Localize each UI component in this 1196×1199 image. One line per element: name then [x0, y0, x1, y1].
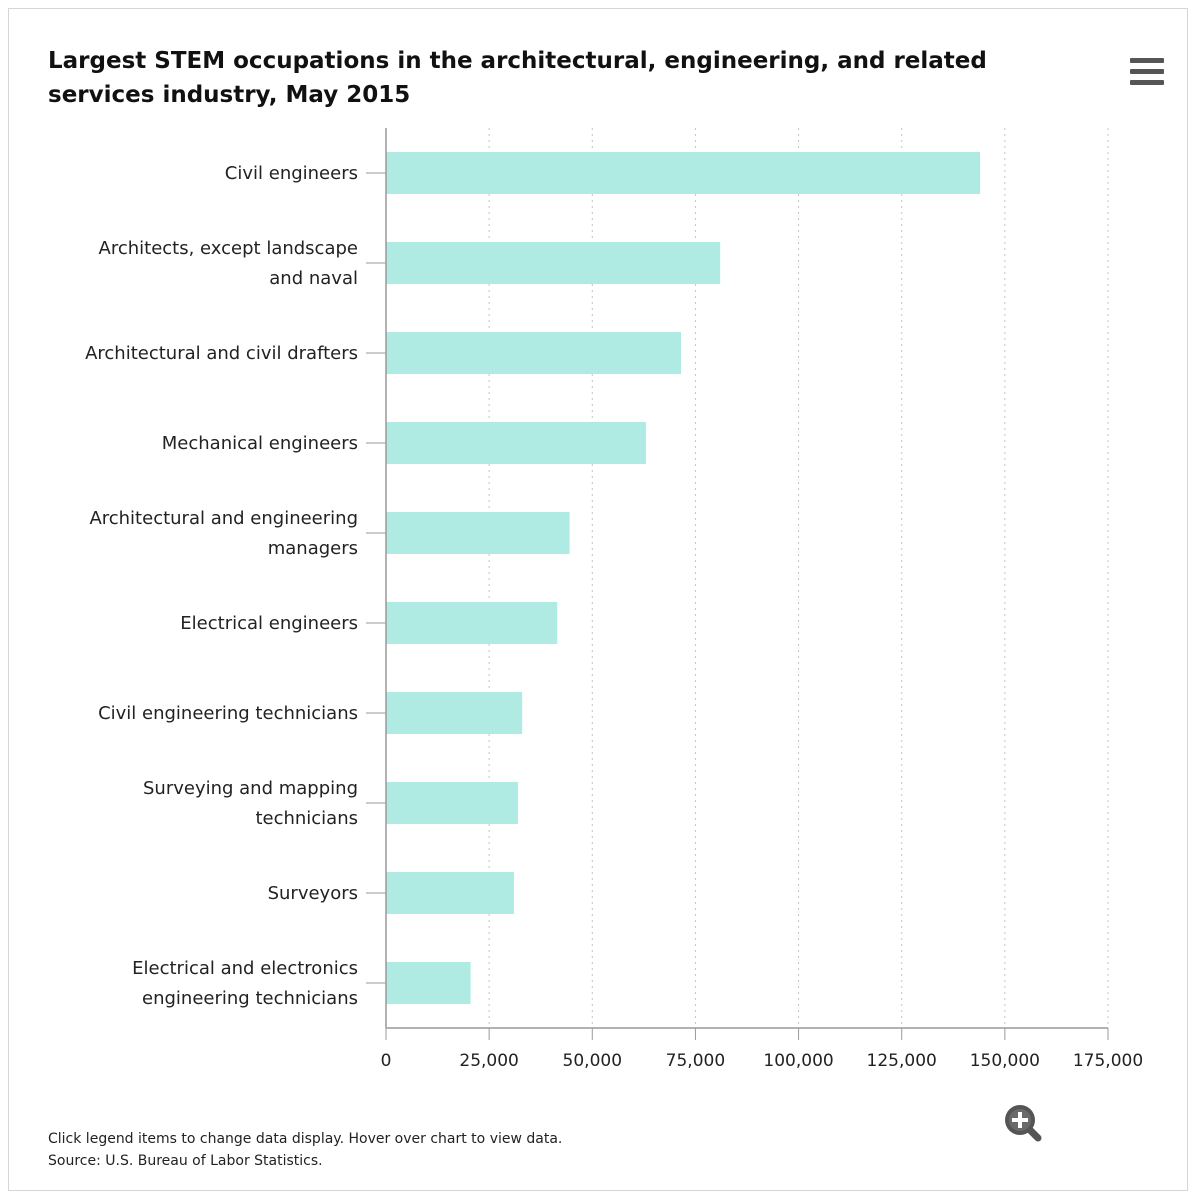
- bar[interactable]: [386, 512, 570, 554]
- category-label: Mechanical engineers: [162, 433, 358, 454]
- category-label: Electrical and electronics engineering te…: [132, 958, 358, 1009]
- category-label-line: engineering technicians: [142, 988, 358, 1009]
- x-tick-label: 0: [381, 1051, 392, 1071]
- bar[interactable]: [386, 872, 514, 914]
- bar[interactable]: [386, 602, 558, 644]
- x-tick-label: 125,000: [867, 1051, 937, 1071]
- category-label-line: managers: [268, 538, 358, 559]
- x-tick-label: 175,000: [1073, 1051, 1143, 1071]
- category-label-line: Civil engineering technicians: [98, 703, 358, 724]
- category-label-line: Architects, except landscape: [99, 238, 358, 259]
- bar[interactable]: [386, 962, 471, 1004]
- chart-title: Largest STEM occupations in the architec…: [48, 48, 987, 108]
- chart-container: [8, 8, 1188, 1191]
- category-label: Surveying and mapping technicians: [143, 778, 358, 829]
- bar[interactable]: [386, 152, 981, 194]
- category-label-line: and naval: [269, 268, 358, 289]
- category-label: Architectural and civil drafters: [85, 343, 358, 364]
- category-label: Civil engineers: [225, 163, 358, 184]
- category-label-line: technicians: [255, 808, 358, 829]
- category-label: Civil engineering technicians: [98, 703, 358, 724]
- x-tick-label: 150,000: [970, 1051, 1040, 1071]
- bar[interactable]: [386, 692, 523, 734]
- category-label: Surveyors: [268, 883, 358, 904]
- category-label: Architectural and engineering managers: [89, 508, 358, 559]
- x-tick-label: 50,000: [563, 1051, 622, 1071]
- bar[interactable]: [386, 242, 721, 284]
- category-label: Architects, except landscape and naval: [99, 238, 358, 289]
- category-label-line: Surveying and mapping: [143, 778, 358, 799]
- bar[interactable]: [386, 782, 519, 824]
- footer-instructions: Click legend items to change data displa…: [48, 1131, 563, 1147]
- category-label-line: Electrical engineers: [180, 613, 358, 634]
- category-label-line: Architectural and engineering: [89, 508, 358, 529]
- bar[interactable]: [386, 422, 646, 464]
- category-label-line: Surveyors: [268, 883, 358, 904]
- category-label-line: Mechanical engineers: [162, 433, 358, 454]
- x-tick-label: 75,000: [666, 1051, 725, 1071]
- hamburger-menu-icon[interactable]: [1124, 56, 1168, 88]
- bar[interactable]: [386, 332, 681, 374]
- category-label-line: Civil engineers: [225, 163, 358, 184]
- x-tick-label: 100,000: [763, 1051, 833, 1071]
- category-label-line: Architectural and civil drafters: [85, 343, 358, 364]
- category-label-line: Electrical and electronics: [132, 958, 358, 979]
- zoom-in-icon[interactable]: [1000, 1100, 1046, 1146]
- x-tick-label: 25,000: [459, 1051, 518, 1071]
- chart-footer: Click legend items to change data displa…: [48, 1128, 562, 1172]
- category-label: Electrical engineers: [180, 613, 358, 634]
- footer-source: Source: U.S. Bureau of Labor Statistics.: [48, 1153, 323, 1169]
